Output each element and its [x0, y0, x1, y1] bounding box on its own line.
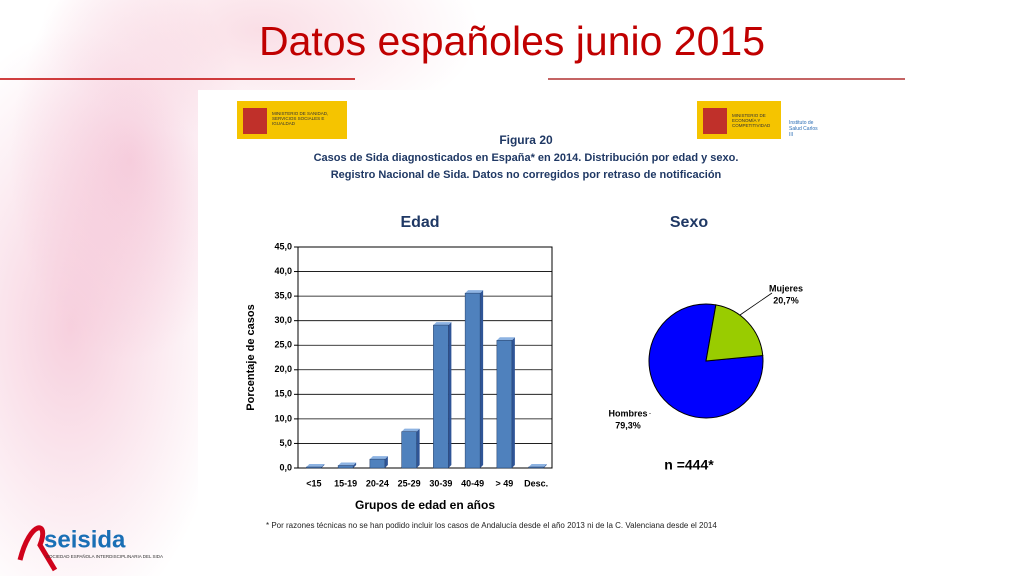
logo-text: Instituto de Salud Carlos III — [789, 120, 818, 138]
institute-text: Instituto de Salud Carlos III — [789, 120, 818, 138]
bar-top — [496, 337, 515, 341]
chart-title: Sexo — [670, 214, 708, 231]
bar-side — [321, 464, 325, 468]
bar-top — [369, 456, 388, 460]
x-tick-label: 15-19 — [334, 478, 357, 488]
figure-title: Casos de Sida diagnosticados en España* … — [314, 152, 739, 164]
y-tick-label: 25,0 — [274, 340, 292, 350]
ribbon — [17, 525, 58, 572]
annotation: n =444* — [664, 457, 714, 473]
bar — [337, 465, 354, 469]
bar-top — [338, 462, 357, 466]
bar-top — [306, 464, 325, 468]
bar-side — [384, 456, 388, 468]
footnote: * Por razones técnicas no se han podido … — [266, 521, 717, 530]
y-tick-label: 0,0 — [279, 462, 292, 472]
bar-top — [433, 322, 452, 326]
x-tick-label: > 49 — [495, 478, 513, 488]
x-tick-label: 40-49 — [461, 478, 484, 488]
logo-left-text: MINISTERIO DE SANIDAD, SERVICIOS SOCIALE… — [272, 111, 329, 126]
bar-side — [353, 462, 357, 468]
bar-top — [528, 464, 547, 468]
y-tick-label: 15,0 — [274, 389, 292, 399]
bar-side — [448, 322, 452, 468]
bar-top — [401, 428, 420, 432]
logo-text: MINISTERIO DE SANIDAD, SERVICIOS SOCIALE… — [272, 111, 329, 126]
y-axis-label: Porcentaje de casos — [245, 304, 257, 410]
bar — [369, 458, 386, 469]
y-tick-label: 10,0 — [274, 413, 292, 423]
bar-side — [480, 290, 484, 468]
y-tick-label: 45,0 — [274, 241, 292, 251]
logo-emblem — [243, 108, 267, 134]
bar — [528, 466, 544, 469]
x-tick-label: Desc. — [524, 478, 548, 488]
slide-title: Datos españoles junio 2015 — [259, 18, 765, 64]
figure-subtitle: Registro Nacional de Sida. Datos no corr… — [331, 169, 722, 181]
y-tick-label: 40,0 — [274, 266, 292, 276]
figure-label: Figura 20 — [499, 133, 553, 147]
slice-value-label: 20,7% — [773, 295, 799, 305]
x-tick-label: 25-29 — [398, 478, 421, 488]
bar-side — [543, 464, 547, 468]
bar — [401, 431, 417, 469]
bar-top — [465, 290, 484, 294]
x-axis-label: Grupos de edad en años — [355, 498, 495, 512]
logo-text: MINISTERIO DE ECONOMÍA Y COMPETITIVIDAD — [732, 113, 771, 128]
brand: seisida — [44, 526, 126, 553]
y-tick-label: 30,0 — [274, 315, 292, 325]
pie-slice — [705, 304, 764, 362]
slice-value-label: 79,3% — [615, 420, 641, 430]
bar — [306, 466, 322, 469]
leader-line — [739, 292, 773, 316]
y-tick-label: 20,0 — [274, 364, 292, 374]
logo-right-text: MINISTERIO DE ECONOMÍA Y COMPETITIVIDAD — [732, 113, 771, 128]
slice-label: Hombres — [608, 408, 647, 418]
bar — [433, 324, 449, 469]
bar — [496, 340, 513, 469]
x-tick-label: 30-39 — [429, 478, 452, 488]
bar-side — [511, 337, 515, 468]
x-tick-label: 20-24 — [366, 478, 389, 488]
y-tick-label: 5,0 — [279, 438, 292, 448]
chart-title: Edad — [400, 214, 439, 231]
slice-label: Mujeres — [769, 283, 803, 293]
x-tick-label: <15 — [306, 478, 321, 488]
brand-subtitle: SOCIEDAD ESPAÑOLA INTERDISCIPLINARIA DEL… — [46, 553, 163, 559]
y-tick-label: 35,0 — [274, 290, 292, 300]
bar-side — [416, 428, 420, 468]
logo-emblem — [703, 108, 727, 134]
bar — [464, 292, 481, 469]
